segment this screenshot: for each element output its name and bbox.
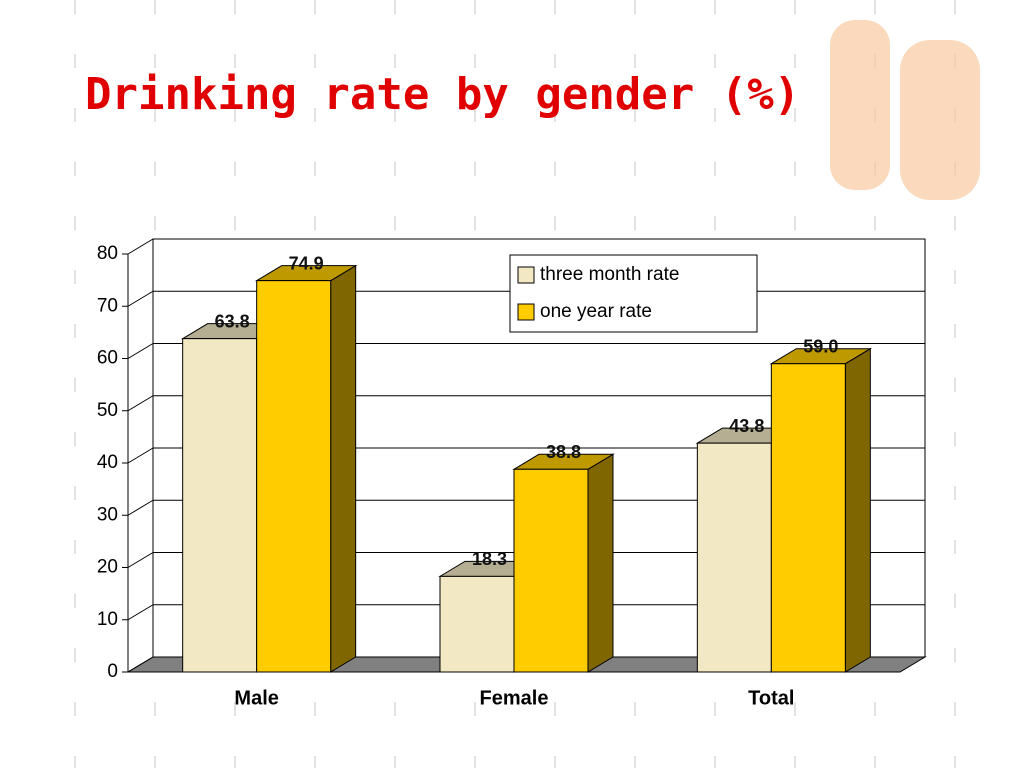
data-label: 18.3 bbox=[472, 549, 507, 569]
grid-line-side bbox=[127, 604, 154, 621]
legend-label: one year rate bbox=[540, 301, 652, 322]
bar bbox=[770, 363, 846, 673]
legend-box bbox=[509, 254, 758, 333]
y-tick-label: 20 bbox=[97, 557, 118, 578]
grid-line-side bbox=[127, 656, 154, 673]
grid-line-side bbox=[127, 290, 154, 307]
y-tick-label: 80 bbox=[97, 243, 118, 264]
grid-line-side bbox=[127, 238, 154, 255]
bar-side bbox=[330, 264, 357, 673]
grid-line-side bbox=[127, 447, 154, 464]
bar bbox=[696, 442, 772, 673]
watermark bbox=[830, 20, 980, 200]
data-label: 74.9 bbox=[289, 253, 324, 273]
grid-line-side bbox=[127, 499, 154, 516]
y-tick-label: 0 bbox=[107, 661, 118, 682]
y-tick-label: 60 bbox=[97, 348, 118, 369]
chart-title: Drinking rate by gender (%) bbox=[85, 69, 800, 120]
data-label: 43.8 bbox=[729, 416, 764, 436]
x-tick-label: Male bbox=[234, 687, 278, 709]
bar-side bbox=[587, 453, 614, 673]
y-tick-label: 40 bbox=[97, 452, 118, 473]
grid-line-side bbox=[127, 395, 154, 412]
y-tick-label: 50 bbox=[97, 400, 118, 421]
bar bbox=[513, 468, 589, 673]
bar-side bbox=[844, 347, 871, 673]
x-tick-label: Total bbox=[748, 687, 794, 709]
legend-swatch bbox=[517, 266, 535, 284]
data-label: 63.8 bbox=[215, 311, 250, 331]
grid-line-side bbox=[127, 343, 154, 359]
x-tick-label: Female bbox=[480, 687, 549, 709]
data-label: 38.8 bbox=[546, 442, 581, 462]
bar bbox=[256, 280, 332, 673]
bar bbox=[182, 338, 258, 673]
y-tick-label: 70 bbox=[97, 295, 118, 316]
bar bbox=[439, 575, 515, 673]
legend-swatch bbox=[517, 303, 535, 321]
legend-label: three month rate bbox=[540, 264, 679, 285]
y-tick-label: 10 bbox=[97, 609, 118, 630]
data-label: 59.0 bbox=[803, 336, 838, 356]
grid-line-side bbox=[127, 552, 154, 568]
y-tick-label: 30 bbox=[97, 504, 118, 525]
